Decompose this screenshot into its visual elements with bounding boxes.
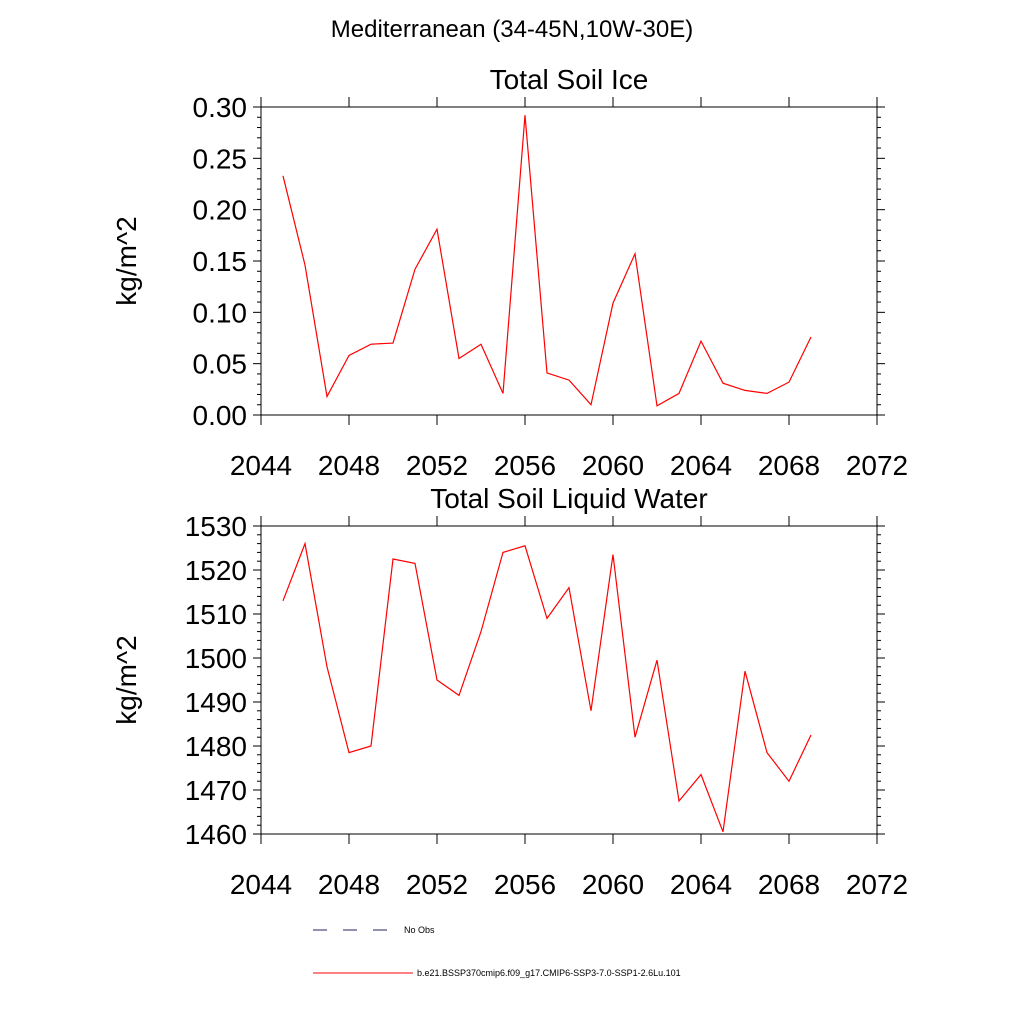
chart-2-ytick-label: 1470 [185, 775, 247, 806]
chart-2-xtick-label: 2064 [670, 869, 732, 900]
legend-label-model: b.e21.BSSP370cmip6.f09_g17.CMIP6-SSP3-7.… [417, 968, 681, 978]
chart-2-xtick-label: 2048 [318, 869, 380, 900]
chart-2-xtick-label: 2056 [494, 869, 556, 900]
chart-1-plot-frame [260, 106, 878, 416]
chart-1-xtick-label: 2048 [318, 450, 380, 481]
chart-1-xtick-label: 2060 [582, 450, 644, 481]
chart-2-xtick-label: 2072 [846, 869, 908, 900]
chart-2-xtick-label: 2068 [758, 869, 820, 900]
chart-1-ytick-label: 0.05 [193, 349, 248, 380]
chart-1-xtick-label: 2056 [494, 450, 556, 481]
chart-1-ylabel: kg/m^2 [111, 216, 142, 305]
chart-2-ytick-label: 1460 [185, 819, 247, 850]
chart-2-xtick-label: 2044 [230, 869, 292, 900]
chart-1-ytick-label: 0.30 [193, 92, 248, 123]
chart-1-xtick-label: 2072 [846, 450, 908, 481]
chart-2-ytick-label: 1480 [185, 731, 247, 762]
chart-2-ytick-label: 1530 [185, 511, 247, 542]
chart-2-ytick-label: 1490 [185, 687, 247, 718]
chart-1-series-line-1 [282, 115, 812, 407]
chart-2-ytick-label: 1500 [185, 643, 247, 674]
chart-1-ytick-label: 0.15 [193, 246, 248, 277]
chart-2-ytick-label: 1520 [185, 555, 247, 586]
chart-2-xtick-label: 2052 [406, 869, 468, 900]
chart-1-title: Total Soil Ice [490, 64, 649, 95]
chart-2-ytick-label: 1510 [185, 599, 247, 630]
chart-1-xtick-label: 2052 [406, 450, 468, 481]
chart-1-xtick-label: 2068 [758, 450, 820, 481]
legend-label-no-obs: No Obs [404, 925, 435, 935]
chart-2-plot-frame [260, 525, 878, 835]
chart-1-ytick-label: 0.00 [193, 400, 248, 431]
chart-2-series-line-1 [282, 541, 812, 833]
chart-1-ytick-label: 0.20 [193, 195, 248, 226]
chart-1-xtick-label: 2064 [670, 450, 732, 481]
chart-2-title: Total Soil Liquid Water [430, 483, 708, 514]
chart-2-ylabel: kg/m^2 [111, 635, 142, 724]
chart-1-ytick-label: 0.25 [193, 143, 248, 174]
chart-1-ytick-label: 0.10 [193, 297, 248, 328]
chart-1-xtick-label: 2044 [230, 450, 292, 481]
chart-2-xtick-label: 2060 [582, 869, 644, 900]
figure-suptitle: Mediterranean (34-45N,10W-30E) [330, 16, 694, 43]
